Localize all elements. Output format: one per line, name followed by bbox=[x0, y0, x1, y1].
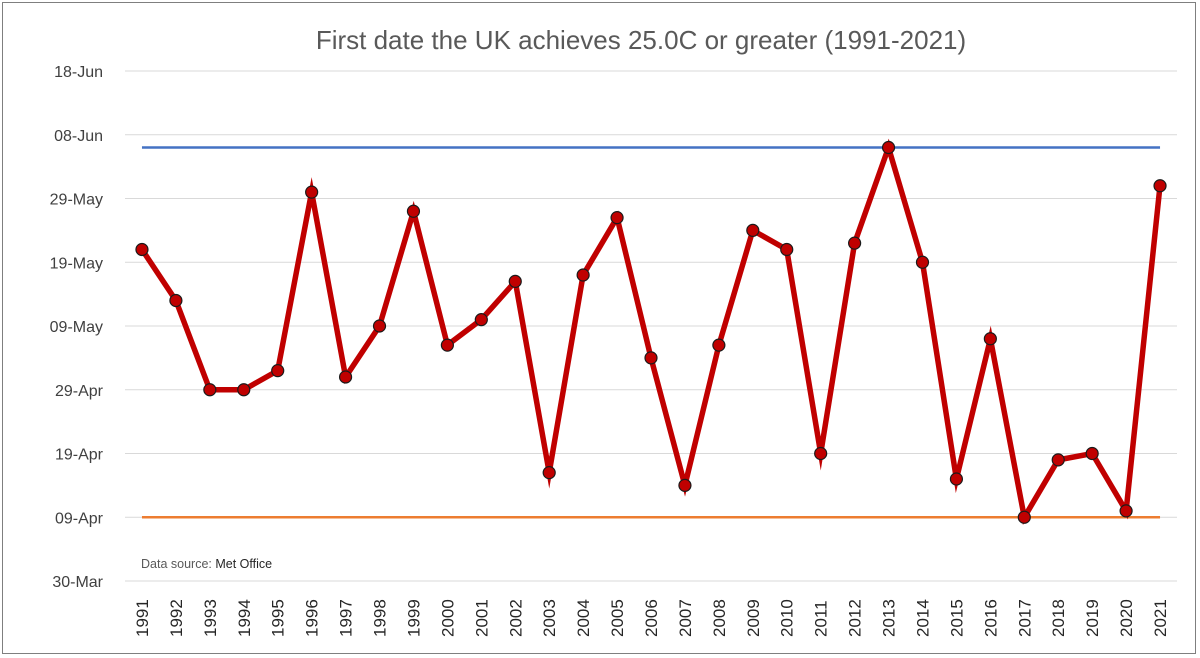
x-tick-label: 2018 bbox=[1049, 599, 1068, 637]
series-line bbox=[139, 138, 1163, 525]
data-point bbox=[1119, 504, 1133, 518]
x-tick-label: 2000 bbox=[438, 599, 457, 637]
x-tick-label: 1994 bbox=[235, 599, 254, 637]
data-point bbox=[814, 446, 828, 461]
x-tick-label: 2004 bbox=[574, 599, 593, 637]
data-point bbox=[542, 466, 556, 480]
data-series bbox=[135, 138, 1167, 525]
data-point bbox=[203, 383, 217, 397]
data-point bbox=[610, 211, 624, 225]
x-tick-label: 1996 bbox=[303, 599, 322, 637]
data-source-value: Met Office bbox=[215, 557, 272, 571]
y-tick-label: 09-May bbox=[50, 319, 103, 336]
data-source-note: Data source: Met Office bbox=[141, 557, 272, 571]
data-point bbox=[746, 223, 760, 237]
x-tick-label: 2020 bbox=[1117, 599, 1136, 637]
data-point bbox=[406, 204, 421, 218]
data-point bbox=[678, 478, 692, 492]
data-point bbox=[949, 472, 964, 486]
data-point bbox=[1153, 179, 1167, 193]
data-point bbox=[1085, 446, 1099, 461]
data-source-label: Data source: bbox=[141, 557, 212, 571]
x-tick-label: 1991 bbox=[133, 599, 152, 637]
x-tick-label: 2002 bbox=[506, 599, 525, 637]
x-tick-label: 2016 bbox=[981, 599, 1000, 637]
x-tick-label: 2015 bbox=[947, 599, 966, 637]
data-point bbox=[881, 140, 896, 155]
y-tick-label: 18-Jun bbox=[54, 64, 103, 81]
x-tick-label: 2008 bbox=[710, 599, 729, 637]
x-tick-label: 2006 bbox=[642, 599, 661, 637]
data-point bbox=[915, 255, 930, 269]
data-point bbox=[474, 313, 488, 327]
x-tick-label: 2012 bbox=[846, 599, 865, 637]
y-tick-label: 19-Apr bbox=[55, 447, 104, 464]
data-point bbox=[372, 319, 387, 333]
data-point bbox=[169, 293, 183, 308]
x-tick-label: 2001 bbox=[472, 599, 491, 637]
chart-title: First date the UK achieves 25.0C or grea… bbox=[316, 25, 966, 55]
x-tick-label: 2003 bbox=[540, 599, 559, 637]
y-tick-label: 29-Apr bbox=[55, 383, 104, 400]
data-point bbox=[305, 185, 319, 199]
data-point bbox=[271, 364, 285, 378]
data-point bbox=[848, 236, 862, 250]
x-tick-label: 1992 bbox=[167, 599, 186, 637]
x-tick-label: 2011 bbox=[812, 600, 831, 637]
y-tick-label: 19-May bbox=[50, 255, 103, 272]
data-point bbox=[338, 370, 353, 384]
reference-lines bbox=[141, 146, 1161, 519]
x-tick-label: 2009 bbox=[744, 599, 763, 637]
y-tick-label: 30-Mar bbox=[52, 574, 103, 591]
x-tick-label: 1998 bbox=[371, 599, 390, 637]
x-tick-label: 1995 bbox=[269, 599, 288, 637]
y-tick-label: 09-Apr bbox=[55, 510, 104, 527]
data-point bbox=[1017, 510, 1031, 524]
x-tick-label: 2021 bbox=[1151, 599, 1170, 637]
x-tick-label: 2007 bbox=[676, 599, 695, 637]
x-tick-label: 2005 bbox=[608, 599, 627, 637]
data-point bbox=[135, 242, 149, 257]
x-tick-label: 1999 bbox=[404, 599, 423, 637]
x-tick-label: 2014 bbox=[913, 599, 932, 637]
data-point bbox=[508, 274, 522, 288]
y-tick-label: 08-Jun bbox=[54, 128, 103, 145]
x-tick-label: 2019 bbox=[1083, 599, 1102, 637]
data-point bbox=[237, 383, 251, 397]
x-axis-ticks: 1991 1992 1993 1994 1995 1996 1997 1998 1999 2000… bbox=[133, 599, 1170, 637]
data-point bbox=[576, 268, 590, 282]
data-point bbox=[440, 338, 454, 352]
x-tick-label: 1997 bbox=[337, 599, 356, 637]
data-point bbox=[1051, 453, 1065, 467]
data-point bbox=[712, 338, 726, 352]
data-point bbox=[644, 351, 658, 365]
x-tick-label: 2013 bbox=[880, 599, 899, 637]
x-tick-label: 2010 bbox=[778, 599, 797, 637]
x-tick-label: 2017 bbox=[1015, 599, 1034, 637]
x-tick-label: 1993 bbox=[201, 599, 220, 637]
data-point bbox=[983, 332, 997, 346]
y-axis-ticks: 30-Mar 09-Apr 19-Apr 29-Apr 09-May 19-May 29-M… bbox=[50, 64, 104, 591]
data-point bbox=[780, 242, 794, 257]
y-tick-label: 29-May bbox=[50, 192, 103, 209]
